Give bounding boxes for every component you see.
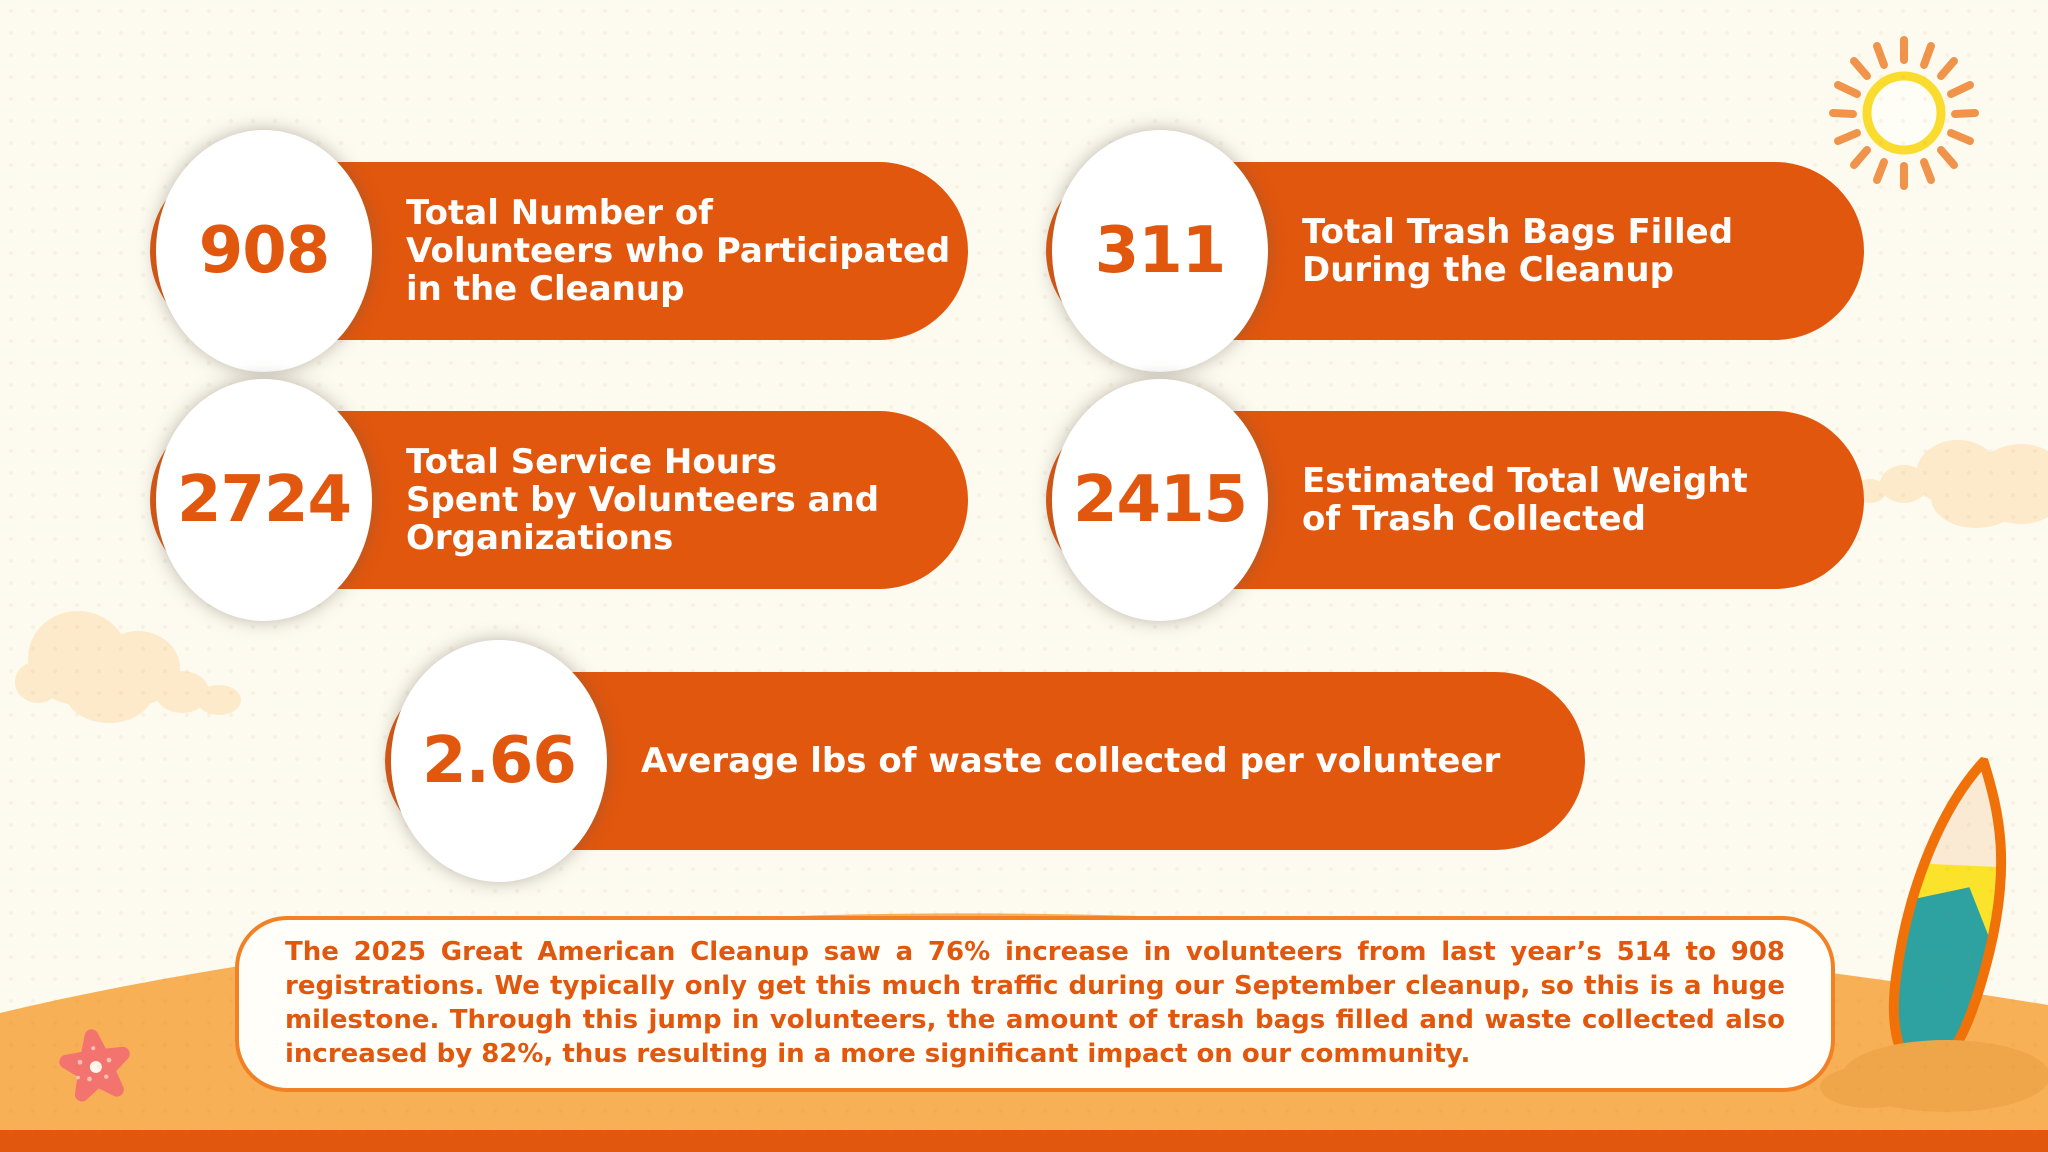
summary-card: The 2025 Great American Cleanup saw a 76… [235, 916, 1835, 1092]
stat-value: 311 [1094, 214, 1227, 288]
stat-value: 908 [198, 214, 331, 288]
stat-circle: 311 [1052, 130, 1268, 372]
stat-value: 2724 [176, 463, 352, 537]
cloud-icon [1856, 440, 2048, 528]
stat-value: 2415 [1072, 463, 1248, 537]
bottom-border-strip [0, 1130, 2048, 1152]
cloud-icon [15, 611, 241, 723]
stat-label: Estimated Total Weight of Trash Collecte… [1302, 460, 1748, 539]
stat-label: Total Number of Volunteers who Participa… [406, 192, 951, 310]
stat-circle: 2724 [156, 379, 372, 621]
stat-label: Total Service Hours Spent by Volunteers … [406, 441, 880, 559]
stat-label: Average lbs of waste collected per volun… [641, 740, 1501, 781]
stat-trash-weight: Estimated Total Weight of Trash Collecte… [1036, 377, 1864, 623]
summary-text: The 2025 Great American Cleanup saw a 76… [285, 937, 1785, 1069]
sun-icon [1829, 36, 1979, 190]
sand-mound [1820, 1066, 1920, 1108]
starfish-icon [59, 1029, 130, 1102]
surfboard-icon [1845, 751, 2026, 1092]
stat-circle: 2415 [1052, 379, 1268, 621]
stat-volunteers: Total Number of Volunteers who Participa… [140, 128, 968, 374]
stat-average-waste: Average lbs of waste collected per volun… [375, 638, 1585, 884]
stat-label: Total Trash Bags Filled During the Clean… [1302, 211, 1734, 290]
stat-service-hours: Total Service Hours Spent by Volunteers … [140, 377, 968, 623]
stat-circle: 2.66 [391, 640, 607, 882]
stat-trash-bags: Total Trash Bags Filled During the Clean… [1036, 128, 1864, 374]
stat-circle: 908 [156, 130, 372, 372]
stat-value: 2.66 [422, 724, 577, 798]
